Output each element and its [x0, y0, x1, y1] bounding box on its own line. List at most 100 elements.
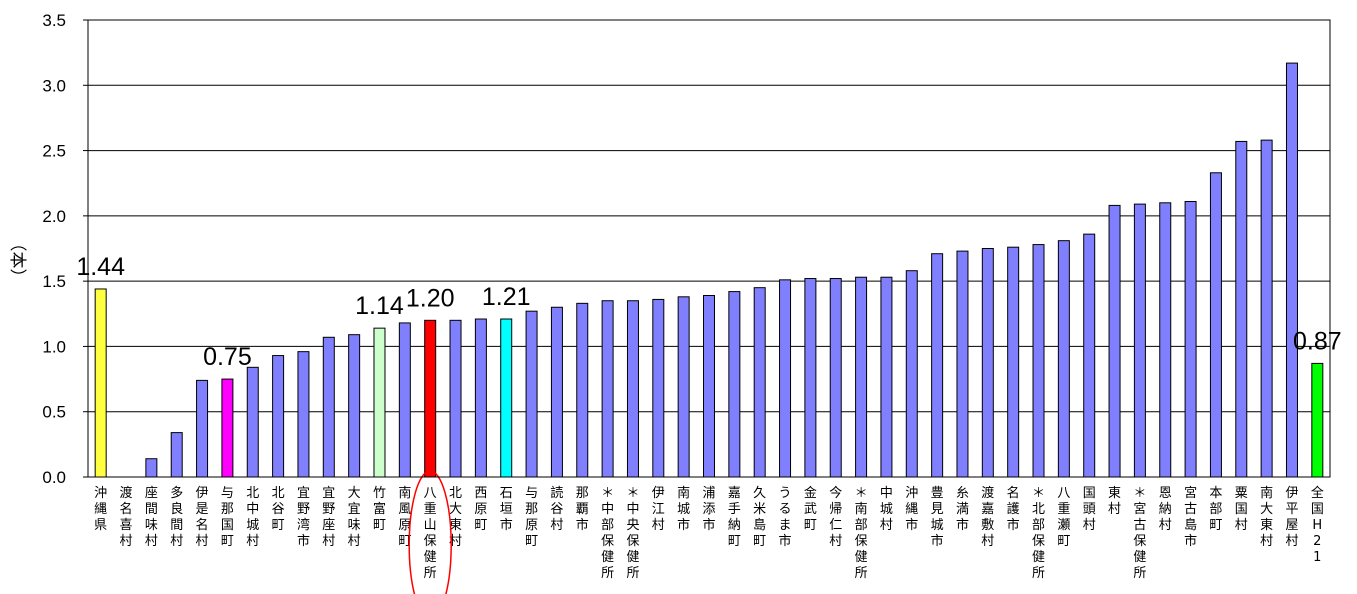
x-category-label: 伊是名村 — [196, 486, 209, 549]
bar — [550, 306, 563, 478]
x-category-label: 本部町 — [1209, 486, 1222, 533]
bar — [652, 298, 665, 478]
x-category-label: 恩納村 — [1159, 486, 1172, 533]
bar — [931, 253, 944, 478]
x-category-label: 宜野座村 — [322, 486, 335, 549]
x-category-label: 北大東村 — [449, 486, 462, 549]
x-category-label: 八重山保健所 — [424, 486, 437, 581]
bar — [728, 291, 741, 478]
bar — [474, 318, 487, 478]
bar — [1260, 139, 1273, 478]
bar — [1285, 62, 1298, 478]
x-category-label: 伊江村 — [652, 486, 665, 533]
bar — [424, 319, 437, 478]
bar — [221, 378, 234, 478]
bar — [1159, 202, 1172, 478]
x-category-label: 竹富町 — [373, 486, 386, 533]
bar — [1235, 140, 1248, 478]
x-category-label: 八重瀬町 — [1057, 486, 1070, 549]
x-category-label: ＊宮古保健所 — [1133, 486, 1146, 581]
x-category-label: 金武町 — [804, 485, 817, 533]
data-label: 0.87 — [1293, 327, 1342, 355]
bar — [905, 270, 918, 478]
x-category-label: 久米島町 — [753, 486, 766, 549]
bar — [322, 336, 335, 478]
bar — [525, 310, 538, 478]
x-category-label: 嘉手納町 — [728, 486, 741, 549]
y-tick-label: 1.0 — [42, 337, 66, 356]
bar — [398, 322, 411, 478]
bar — [1209, 172, 1222, 478]
x-category-label: 浦添市 — [702, 486, 715, 533]
bar — [272, 355, 285, 478]
x-category-label: 南風原町 — [398, 485, 411, 549]
y-tick-label: 3.5 — [42, 11, 66, 30]
y-tick-label: 0.0 — [42, 468, 66, 487]
bar — [94, 288, 107, 478]
x-category-label: 宜野湾市 — [297, 486, 310, 549]
bar — [677, 296, 690, 478]
x-category-label: 中城村 — [880, 486, 893, 533]
x-category-label: ＊中央保健所 — [626, 486, 639, 581]
x-category-label: 宮古島市 — [1184, 485, 1197, 549]
bar — [1184, 200, 1197, 478]
data-label: 1.44 — [76, 253, 125, 281]
x-category-label: 沖縄市 — [905, 486, 918, 533]
x-category-label: ＊北部保健所 — [1032, 486, 1045, 581]
bar — [753, 287, 766, 478]
x-category-label: ＊中部保健所 — [601, 486, 614, 581]
bar — [1311, 362, 1324, 478]
x-category-label: 与那国町 — [221, 486, 234, 549]
y-tick-label: 2.0 — [42, 207, 66, 226]
bar — [703, 295, 715, 478]
y-tick-label: 3.0 — [42, 76, 66, 95]
x-category-label: 糸満市 — [956, 486, 969, 533]
x-category-label: 国頭村 — [1083, 486, 1096, 533]
y-axis: 0.0 0.5 1.0 1.5 2.0 2.5 3.0 3.5 — [42, 11, 88, 487]
bar — [373, 327, 386, 478]
data-label: 0.75 — [203, 343, 252, 371]
x-axis-categories: 沖縄県渡名喜村座間味村多良間村伊是名村与那国町北中城村北谷町宜野湾市宜野座村大宜… — [94, 485, 1324, 581]
highlight-ellipse — [408, 470, 452, 594]
bar — [500, 318, 513, 478]
x-category-label: 多良間村 — [170, 485, 183, 549]
bar — [297, 351, 310, 478]
x-category-label: 東村 — [1108, 485, 1121, 517]
y-axis-label: （本） — [7, 235, 27, 286]
data-labels: 1.44 0.75 1.14 1.20 1.21 0.87 — [76, 253, 1341, 371]
x-category-label: 西原町 — [474, 486, 487, 533]
bar — [1108, 204, 1121, 478]
x-category-label: うるま市 — [779, 486, 792, 549]
data-label: 1.14 — [355, 292, 404, 320]
bar — [804, 278, 817, 478]
x-category-label: 与那原町 — [525, 486, 538, 549]
x-category-label: 沖縄県 — [94, 486, 107, 533]
bar — [1133, 203, 1146, 478]
bar — [601, 300, 614, 478]
x-category-label: 読谷村 — [550, 485, 563, 533]
x-category-label: 北中城村 — [246, 486, 259, 549]
x-category-label: 座間味村 — [145, 486, 158, 549]
x-category-label: 大宜味村 — [348, 486, 361, 549]
bar — [1083, 233, 1096, 478]
x-category-label: 今帰仁村 — [829, 485, 842, 549]
x-category-label: 伊平屋村 — [1285, 486, 1298, 549]
x-category-label: 渡名喜村 — [120, 485, 133, 549]
x-category-label: 全国 H 2 1 — [1311, 485, 1324, 565]
bar — [1007, 246, 1020, 478]
bar — [880, 276, 893, 478]
y-tick-label: 2.5 — [42, 142, 66, 161]
bars — [94, 62, 1324, 478]
bar — [981, 248, 994, 478]
bar — [348, 334, 361, 478]
bar — [855, 276, 868, 478]
plot-frame — [87, 19, 1331, 478]
bar — [956, 250, 969, 478]
bar — [145, 458, 158, 478]
gridlines — [88, 84, 1330, 413]
bar — [196, 379, 209, 478]
bar — [576, 302, 589, 478]
x-category-label: 北谷町 — [272, 486, 285, 533]
x-category-label: ＊南部保健所 — [855, 486, 868, 581]
